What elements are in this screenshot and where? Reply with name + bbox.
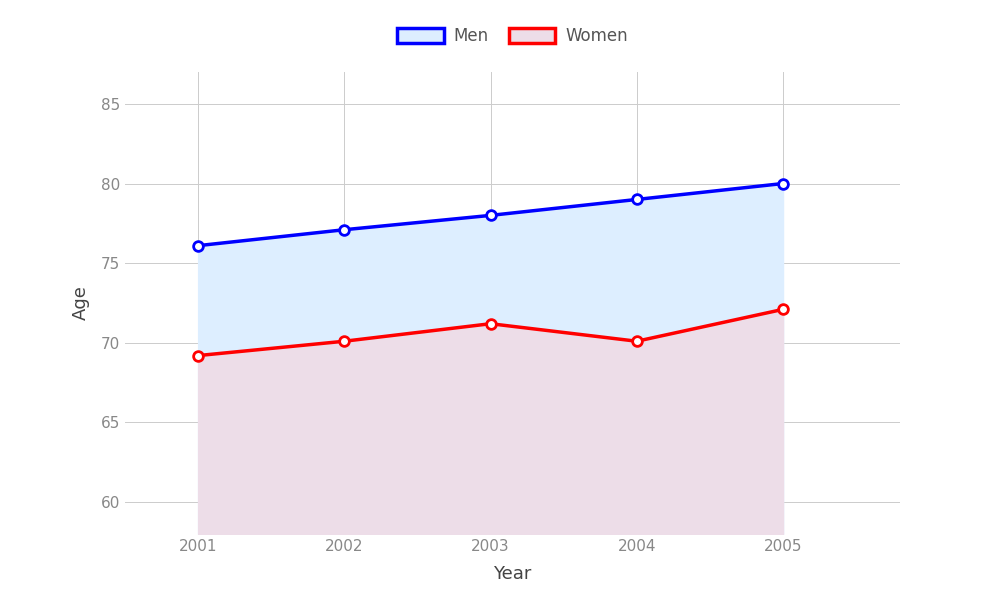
Legend: Men, Women: Men, Women (390, 20, 635, 52)
Y-axis label: Age: Age (72, 286, 90, 320)
X-axis label: Year: Year (493, 565, 532, 583)
